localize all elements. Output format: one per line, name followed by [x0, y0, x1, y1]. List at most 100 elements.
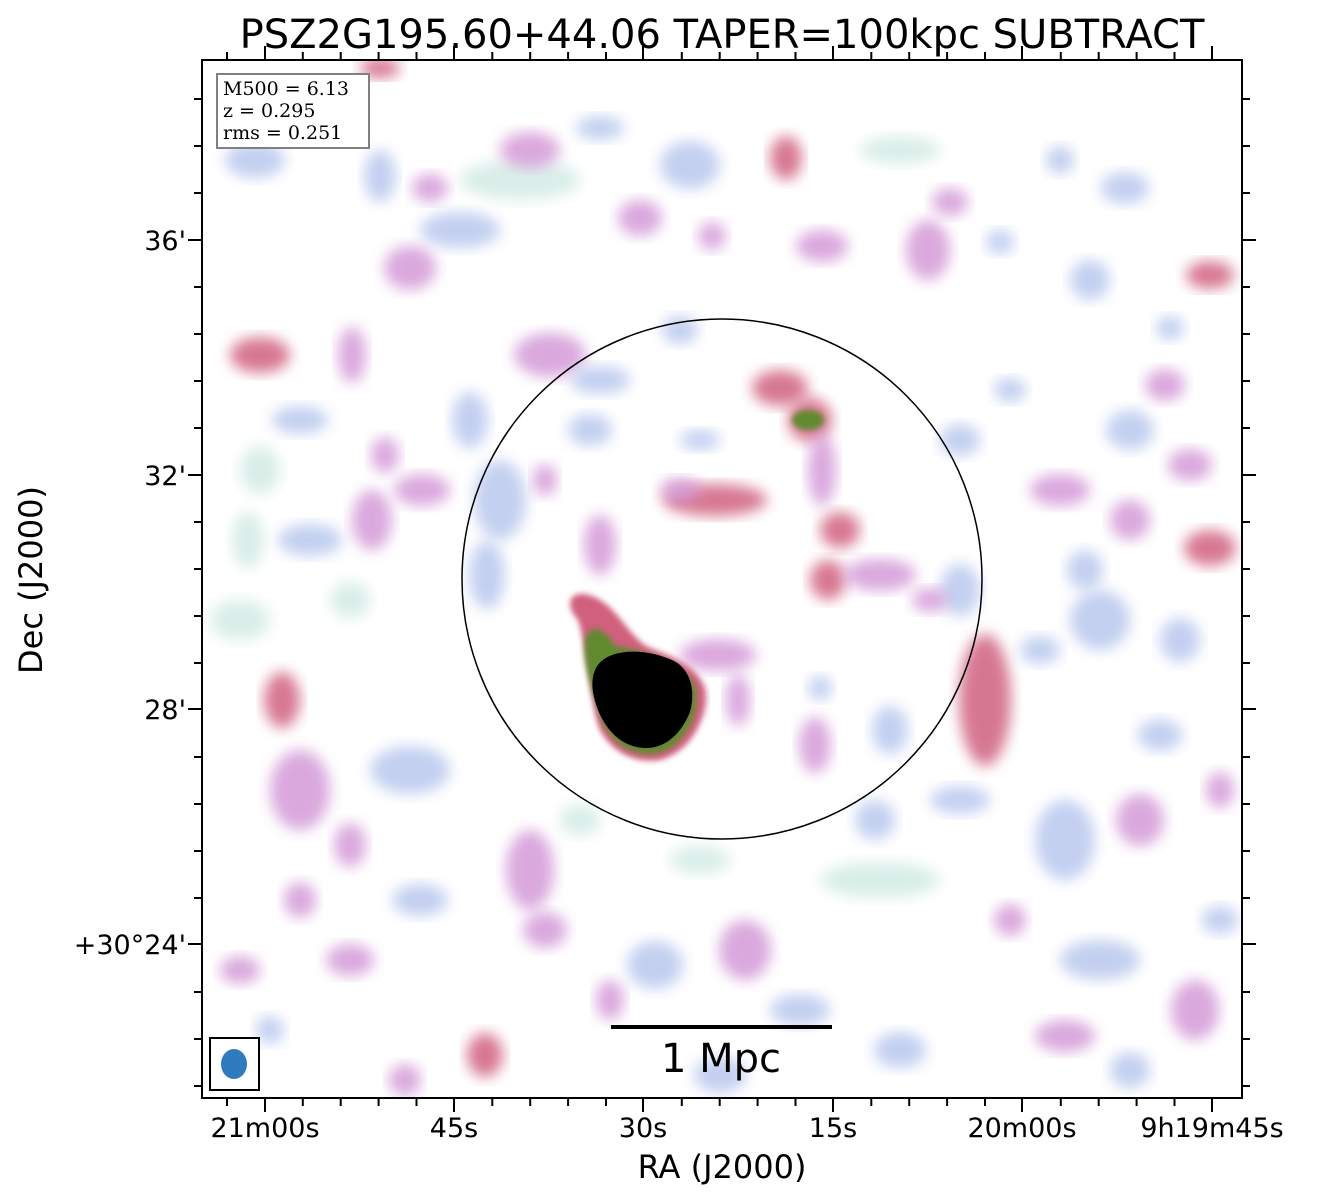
x-tick-label: 9h19m45s	[1140, 1113, 1283, 1144]
emission-blob	[352, 490, 392, 550]
emission-blob	[1106, 410, 1154, 450]
emission-blob	[680, 639, 756, 671]
beam-ellipse	[221, 1049, 247, 1079]
emission-blob	[506, 830, 554, 910]
emission-blob	[959, 634, 1011, 766]
emission-blob	[420, 212, 500, 248]
emission-blob	[986, 230, 1014, 254]
emission-blob	[360, 60, 400, 78]
emission-blob	[932, 188, 968, 216]
emission-blob	[278, 524, 342, 556]
emission-blob	[994, 904, 1026, 936]
emission-blob	[1070, 260, 1110, 300]
info-mass: M500 = 6.13	[223, 78, 349, 100]
emission-blob	[940, 424, 980, 456]
emission-blob	[338, 327, 366, 383]
emission-blob	[698, 222, 726, 250]
emission-blob	[660, 141, 720, 189]
emission-blob	[820, 862, 940, 898]
emission-blob	[394, 474, 450, 506]
emission-blob	[808, 434, 836, 506]
emission-blob	[568, 414, 612, 446]
emission-blob	[270, 750, 330, 830]
emission-blob	[1171, 980, 1219, 1040]
emission-blob	[799, 717, 831, 773]
emission-blob	[1020, 636, 1060, 664]
scale-bar-label: 1 Mpc	[661, 1036, 781, 1082]
emission-blob	[384, 246, 436, 290]
emission-blob	[770, 136, 802, 180]
emission-blob	[719, 920, 771, 980]
emission-blob	[752, 370, 808, 406]
emission-blob	[627, 941, 683, 989]
emission-blob	[225, 142, 285, 178]
emission-blob	[523, 912, 567, 948]
emission-blob	[334, 823, 366, 867]
emission-blob	[808, 676, 832, 700]
emission-blob	[467, 1033, 503, 1077]
x-tick-label: 20m00s	[967, 1113, 1076, 1144]
emission-blob	[533, 464, 557, 496]
emission-blob	[452, 392, 488, 448]
emission-blob	[872, 706, 908, 754]
x-axis-label: RA (J2000)	[638, 1148, 807, 1186]
plot-frame	[201, 59, 1243, 1099]
y-tick-label: +30°24'	[74, 930, 186, 961]
emission-map	[210, 60, 1238, 1096]
emission-blob	[994, 378, 1026, 402]
emission-blob	[940, 564, 980, 616]
emission-blob	[726, 674, 750, 726]
emission-blob	[618, 200, 662, 236]
info-redshift: z = 0.295	[223, 100, 315, 122]
emission-blob	[1035, 800, 1095, 880]
emission-blob	[1116, 794, 1164, 846]
emission-blob	[1156, 316, 1184, 340]
emission-peak	[792, 410, 824, 430]
emission-blob	[1145, 369, 1185, 401]
info-box: M500 = 6.13 z = 0.295 rms = 0.251	[216, 73, 370, 149]
emission-blob	[232, 512, 264, 568]
info-rms: rms = 0.251	[223, 122, 342, 144]
emission-blob	[855, 800, 895, 840]
emission-blob	[596, 980, 624, 1020]
emission-blob	[660, 478, 700, 502]
emission-blob	[1030, 474, 1090, 506]
emission-blob	[820, 512, 860, 548]
emission-blob	[240, 446, 280, 494]
y-tick-labels: 36' 32' 28' +30°24'	[74, 226, 186, 961]
emission-blob	[392, 884, 448, 916]
emission-blob	[330, 582, 370, 618]
emission-blob	[469, 541, 505, 609]
emission-blob	[1186, 261, 1234, 289]
emission-blob	[576, 116, 624, 140]
beam-indicator	[209, 1037, 260, 1091]
emission-blob	[210, 600, 270, 640]
emission-blob	[770, 994, 830, 1026]
emission-blob	[1160, 618, 1200, 662]
emission-blob	[371, 437, 399, 473]
emission-blob	[810, 560, 846, 600]
emission-blob	[272, 406, 328, 434]
y-tick-label: 32'	[144, 461, 186, 492]
emission-blob	[474, 460, 526, 540]
emission-blob	[570, 366, 630, 394]
emission-blob	[662, 316, 698, 344]
emission-blob	[796, 230, 848, 262]
emission-blob	[584, 515, 616, 575]
y-axis-label: Dec (J2000)	[12, 486, 50, 674]
emission-blob	[670, 846, 730, 874]
emission-blob	[560, 804, 600, 836]
emission-blob	[326, 944, 374, 976]
chart-title: PSZ2G195.60+44.06 TAPER=100kpc SUBTRACT	[240, 12, 1205, 58]
emission-blob	[906, 220, 950, 280]
emission-blob	[844, 559, 916, 591]
emission-blob	[694, 1057, 746, 1093]
emission-blob	[1202, 906, 1238, 934]
bright-source	[570, 593, 706, 761]
emission-blob	[412, 174, 448, 202]
emission-blob	[500, 132, 560, 168]
emission-blob	[1035, 1020, 1095, 1052]
emission-blob	[1206, 772, 1234, 808]
emission-blob	[230, 337, 290, 373]
x-tick-labels: 21m00s 45s 30s 15s 20m00s 9h19m45s	[210, 1113, 1283, 1144]
